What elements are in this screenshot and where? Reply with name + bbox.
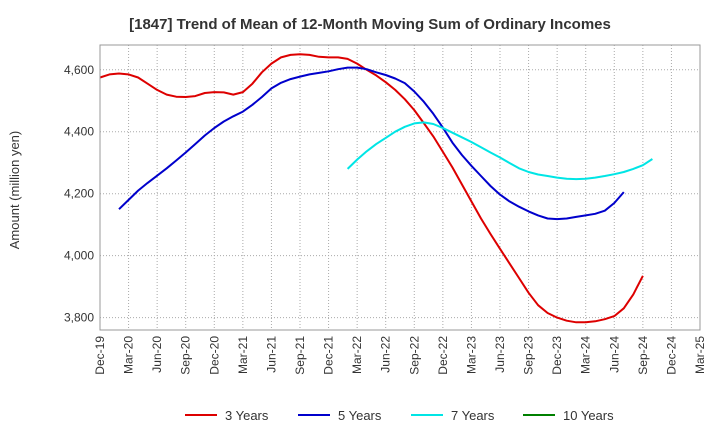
x-tick-label: Mar-21 xyxy=(236,336,250,374)
y-tick-label: 4,200 xyxy=(64,187,94,201)
x-tick-label: Jun-22 xyxy=(379,336,393,373)
plot-area xyxy=(99,44,701,331)
y-tick-label: 3,800 xyxy=(64,311,94,325)
x-tick-label: Sep-24 xyxy=(636,336,650,375)
legend-label: 3 Years xyxy=(225,408,269,423)
gridlines xyxy=(100,45,700,330)
x-tick-label: Jun-20 xyxy=(150,336,164,373)
x-tick-label: Jun-24 xyxy=(607,336,621,373)
x-tick-label: Dec-22 xyxy=(436,336,450,375)
legend: 3 Years 5 Years 7 Years 10 Years xyxy=(185,408,614,423)
x-tick-label: Jun-21 xyxy=(264,336,278,373)
series-line-5-years xyxy=(118,66,625,221)
x-tick-label: Dec-23 xyxy=(550,336,564,375)
x-tick-label: Sep-20 xyxy=(179,336,193,375)
y-axis-label: Amount (million yen) xyxy=(7,131,22,250)
legend-label: 5 Years xyxy=(338,408,382,423)
x-tick-label: Sep-21 xyxy=(293,336,307,375)
legend-label: 7 Years xyxy=(451,408,495,423)
x-tick-label: Mar-20 xyxy=(122,336,136,374)
x-tick-label: Mar-25 xyxy=(693,336,707,374)
series-line-3-years xyxy=(99,53,644,324)
x-tick-label: Dec-24 xyxy=(664,336,678,375)
x-tick-label: Mar-23 xyxy=(464,336,478,374)
x-tick-label: Sep-22 xyxy=(407,336,421,375)
x-tick-label: Jun-23 xyxy=(493,336,507,373)
chart-title: [1847] Trend of Mean of 12-Month Moving … xyxy=(129,16,611,33)
x-tick-label: Dec-21 xyxy=(322,336,336,375)
x-tick-label: Mar-24 xyxy=(579,336,593,374)
y-tick-label: 4,400 xyxy=(64,125,94,139)
series-lines xyxy=(99,53,653,324)
y-tick-label: 4,600 xyxy=(64,63,94,77)
legend-label: 10 Years xyxy=(563,408,614,423)
x-tick-labels: Dec-19 Mar-20 Jun-20 Sep-20 Dec-20 Mar-21 Jun-… xyxy=(93,336,707,375)
x-tick-label: Dec-19 xyxy=(93,336,107,375)
series-line-7-years xyxy=(346,121,653,181)
y-tick-label: 4,000 xyxy=(64,249,94,263)
x-tick-label: Sep-23 xyxy=(522,336,536,375)
x-tick-label: Mar-22 xyxy=(350,336,364,374)
x-tick-label: Dec-20 xyxy=(207,336,221,375)
y-tick-labels: 3,800 4,000 4,200 4,400 4,600 xyxy=(64,63,94,325)
